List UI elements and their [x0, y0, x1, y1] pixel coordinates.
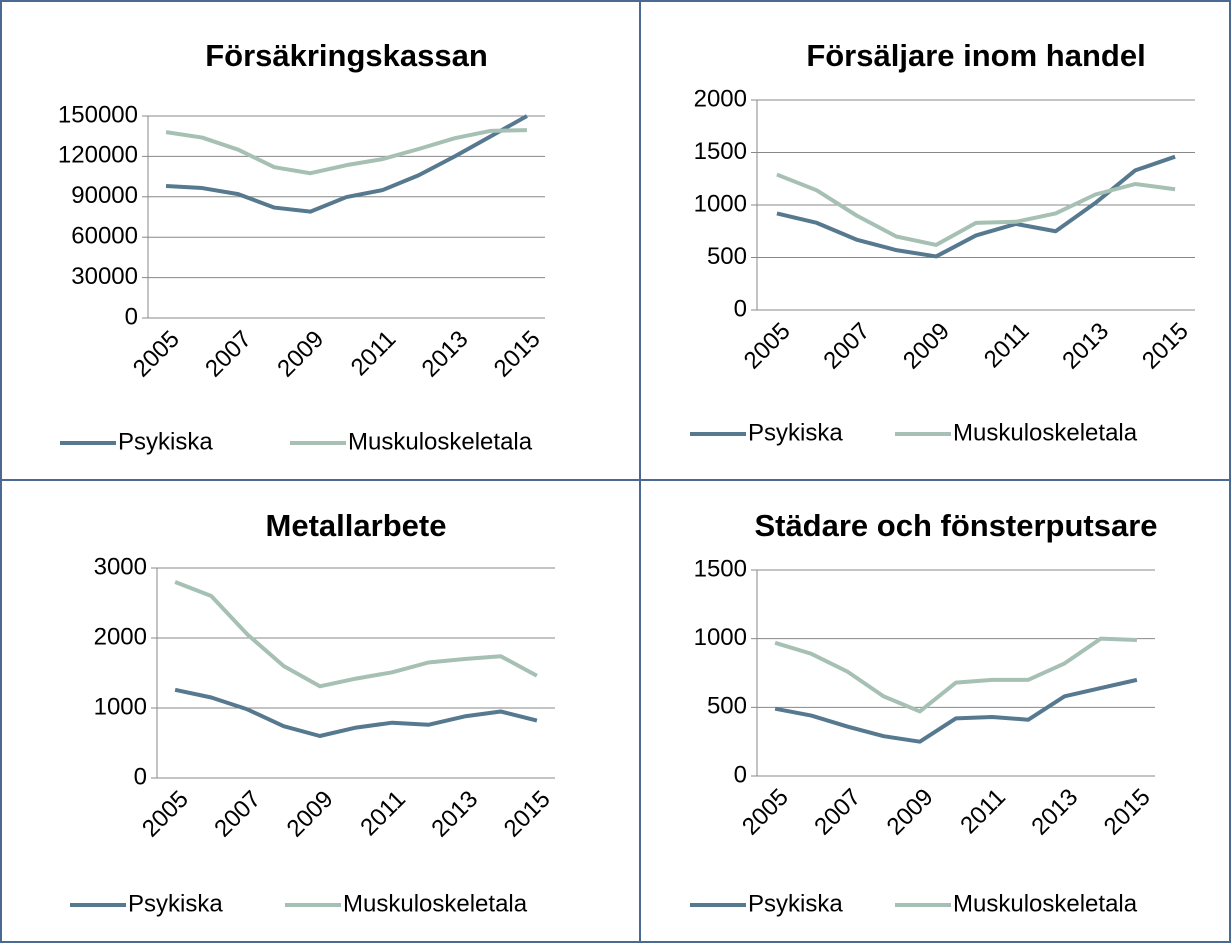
legend-label: Muskuloskeletala	[953, 890, 1138, 917]
legend-label: Psykiska	[748, 419, 843, 446]
y-tick-label: 500	[707, 693, 747, 720]
y-tick-label: 150000	[58, 101, 138, 128]
y-tick-label: 1000	[694, 190, 747, 217]
y-tick-label: 3000	[94, 553, 147, 580]
chart-title: Försäljare inom handel	[806, 38, 1145, 73]
legend-label: Psykiska	[118, 428, 213, 455]
y-tick-label: 1500	[694, 138, 747, 165]
series-line	[174, 580, 538, 689]
y-tick-label: 2000	[694, 85, 747, 112]
y-tick-label: 90000	[71, 182, 138, 209]
chart-title: Metallarbete	[266, 508, 447, 543]
legend-label: Psykiska	[748, 890, 843, 917]
series-line	[174, 687, 538, 738]
series-line	[776, 172, 1176, 247]
y-tick-label: 0	[734, 295, 747, 322]
legend-label: Psykiska	[128, 890, 223, 917]
y-tick-label: 60000	[71, 223, 138, 250]
y-tick-label: 500	[707, 243, 747, 270]
y-tick-label: 120000	[58, 142, 138, 169]
y-tick-label: 1000	[694, 624, 747, 651]
y-tick-label: 1000	[94, 693, 147, 720]
legend-label: Muskuloskeletala	[343, 890, 528, 917]
legend-label: Muskuloskeletala	[953, 419, 1138, 446]
series-line	[165, 128, 527, 176]
series-line	[774, 677, 1138, 744]
y-tick-label: 2000	[94, 623, 147, 650]
series-line	[774, 636, 1137, 714]
chart-title: Städare och fönsterputsare	[754, 508, 1157, 543]
y-tick-label: 0	[134, 763, 147, 790]
chart-title: Försäkringskassan	[205, 38, 488, 73]
y-tick-label: 1500	[694, 555, 747, 582]
y-tick-label: 0	[125, 303, 138, 330]
legend-label: Muskuloskeletala	[348, 428, 533, 455]
y-tick-label: 30000	[71, 263, 138, 290]
series-line	[165, 114, 528, 214]
y-tick-label: 0	[734, 761, 747, 788]
